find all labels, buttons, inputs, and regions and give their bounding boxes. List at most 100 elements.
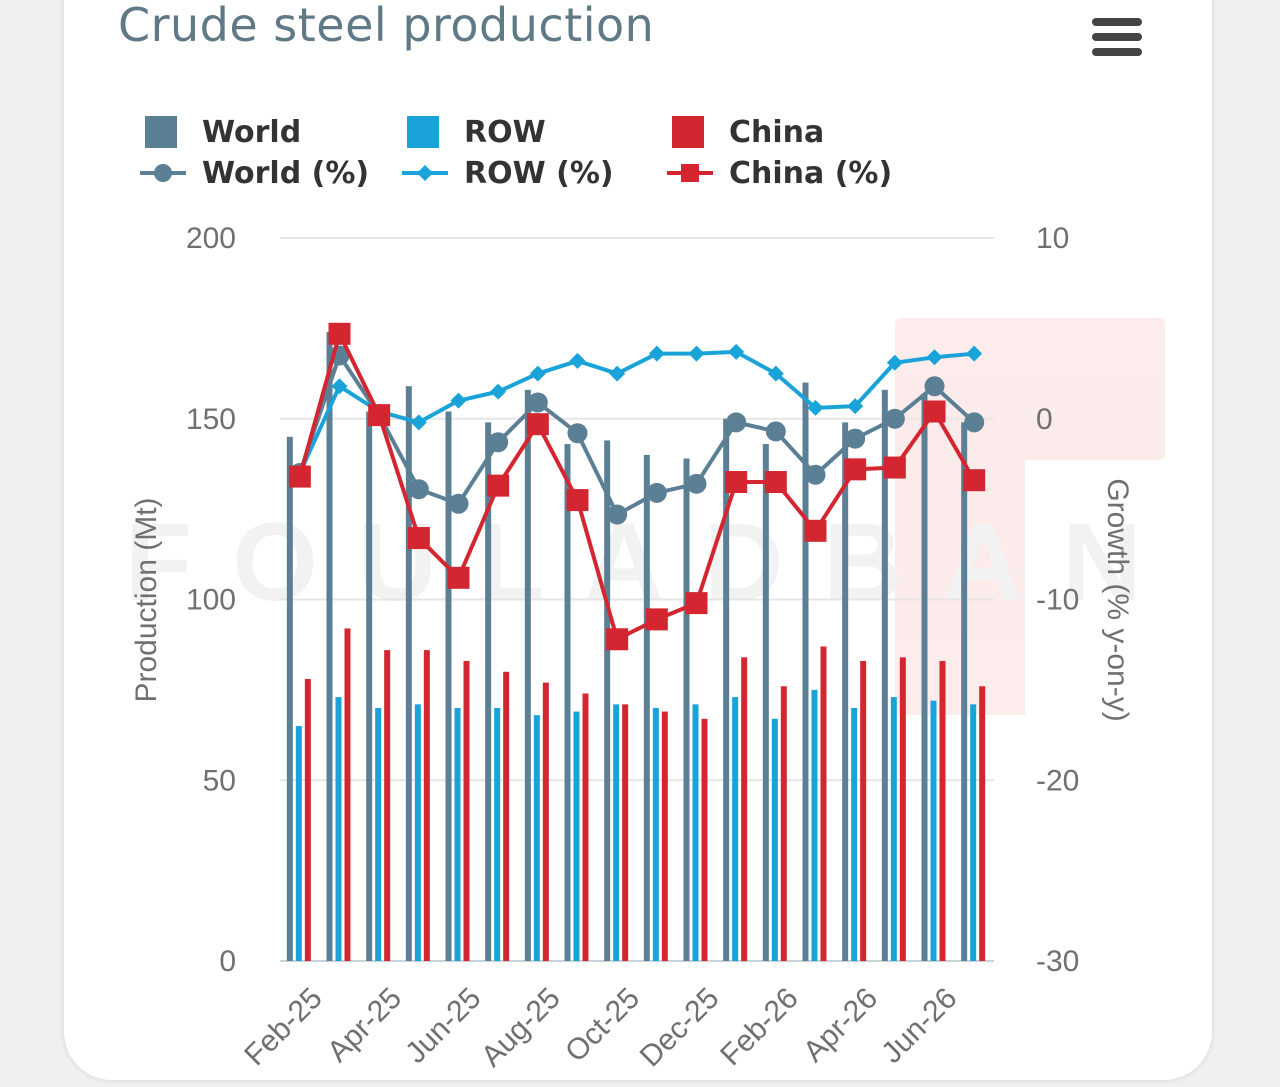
watermark-text: FOULADBAN bbox=[125, 501, 1182, 624]
bar-world bbox=[683, 458, 690, 961]
bar-row bbox=[375, 707, 382, 961]
legend-item-world[interactable]: World bbox=[140, 112, 301, 152]
point-world bbox=[408, 479, 429, 500]
point-row bbox=[728, 343, 745, 360]
bar-world bbox=[723, 418, 730, 961]
legend-item-row-pct[interactable]: ROW (%) bbox=[402, 153, 614, 193]
point-row bbox=[966, 345, 983, 362]
bar-world bbox=[881, 389, 888, 962]
y2-tick-label: -10 bbox=[1036, 584, 1079, 617]
bar-world bbox=[802, 382, 809, 962]
legend-label-china-pct: China (%) bbox=[729, 155, 893, 191]
point-china bbox=[645, 608, 668, 631]
legend-symbol-china bbox=[667, 112, 717, 152]
point-china bbox=[883, 456, 906, 479]
bar-china bbox=[582, 693, 589, 961]
point-row bbox=[410, 414, 427, 431]
x-tick-label: Oct-25 bbox=[559, 982, 646, 1069]
bar-row bbox=[414, 704, 421, 961]
hamburger-menu-icon[interactable] bbox=[1092, 16, 1142, 58]
y2-axis-title: Growth (% y-on-y) bbox=[1101, 478, 1134, 721]
legend-label-row: ROW bbox=[464, 114, 546, 150]
bar-row bbox=[613, 704, 620, 961]
legend-label-world-pct: World (%) bbox=[202, 155, 370, 191]
point-world bbox=[686, 473, 707, 494]
point-china bbox=[725, 471, 748, 494]
y-tick-label: 0 bbox=[219, 945, 236, 978]
bar-china bbox=[384, 650, 391, 961]
watermark-logo: FOULADBAN bbox=[125, 318, 1182, 715]
point-row bbox=[331, 378, 348, 395]
bar-world bbox=[524, 389, 531, 962]
point-world bbox=[567, 423, 588, 444]
bar-row bbox=[851, 707, 858, 961]
point-world bbox=[646, 482, 667, 503]
bar-world bbox=[762, 444, 769, 961]
point-row bbox=[886, 354, 903, 371]
y-tick-label: 200 bbox=[186, 222, 236, 255]
bar-series bbox=[286, 331, 986, 962]
point-china bbox=[923, 400, 946, 423]
bar-world bbox=[921, 393, 928, 961]
bar-china bbox=[860, 660, 867, 961]
point-china bbox=[566, 489, 589, 512]
point-row bbox=[490, 383, 507, 400]
legend-item-china[interactable]: China bbox=[667, 112, 824, 152]
point-row bbox=[767, 365, 784, 382]
y2-tick-label: 10 bbox=[1036, 222, 1069, 255]
chart-card bbox=[64, 0, 1212, 1080]
line-world bbox=[297, 353, 976, 517]
bar-row bbox=[652, 707, 659, 961]
x-tick-label: Dec-25 bbox=[634, 982, 726, 1074]
point-china bbox=[288, 465, 311, 488]
legend-symbol-world bbox=[140, 112, 190, 152]
point-china bbox=[487, 474, 510, 497]
legend-label-china: China bbox=[729, 114, 825, 150]
point-row bbox=[926, 349, 943, 366]
y-tick-label: 150 bbox=[186, 403, 236, 436]
bar-row bbox=[494, 707, 501, 961]
point-china bbox=[804, 519, 827, 542]
bar-row bbox=[771, 718, 778, 961]
x-tick-label: Jun-25 bbox=[399, 982, 487, 1070]
point-china bbox=[606, 628, 629, 651]
bar-world bbox=[485, 422, 492, 961]
point-china bbox=[685, 592, 708, 615]
bar-china bbox=[503, 671, 510, 961]
line-series bbox=[288, 322, 986, 651]
bar-world bbox=[643, 454, 650, 961]
point-world bbox=[527, 392, 548, 413]
bar-row bbox=[970, 704, 977, 961]
bar-world bbox=[445, 411, 452, 961]
bar-china bbox=[939, 660, 946, 961]
point-world bbox=[448, 493, 469, 514]
bar-china bbox=[820, 646, 827, 961]
point-world bbox=[964, 412, 985, 433]
legend-item-world-pct[interactable]: World (%) bbox=[140, 153, 369, 193]
point-row bbox=[450, 392, 467, 409]
legend-symbol-china-pct bbox=[667, 153, 717, 193]
y-axis-title: Production (Mt) bbox=[130, 497, 163, 702]
point-world bbox=[607, 504, 628, 525]
point-world bbox=[765, 421, 786, 442]
legend-item-china-pct[interactable]: China (%) bbox=[667, 153, 892, 193]
legend-item-row[interactable]: ROW bbox=[402, 112, 546, 152]
point-world bbox=[726, 412, 747, 433]
legend-symbol-row bbox=[402, 112, 452, 152]
y-tick-label: 100 bbox=[186, 584, 236, 617]
point-row bbox=[688, 345, 705, 362]
point-china bbox=[328, 322, 351, 345]
x-tick-label: Feb-26 bbox=[714, 982, 805, 1073]
y2-tick-label: 0 bbox=[1036, 403, 1053, 436]
point-china bbox=[764, 471, 787, 494]
x-tick-label: Apr-26 bbox=[797, 982, 884, 1069]
bar-china bbox=[304, 679, 311, 961]
bar-row bbox=[732, 697, 739, 961]
point-row bbox=[609, 365, 626, 382]
bar-china bbox=[423, 650, 430, 961]
bar-world bbox=[564, 444, 571, 961]
x-tick-label: Feb-25 bbox=[238, 982, 329, 1073]
bar-china bbox=[344, 628, 351, 961]
x-tick-label: Aug-25 bbox=[475, 982, 567, 1074]
bar-world bbox=[286, 436, 293, 961]
